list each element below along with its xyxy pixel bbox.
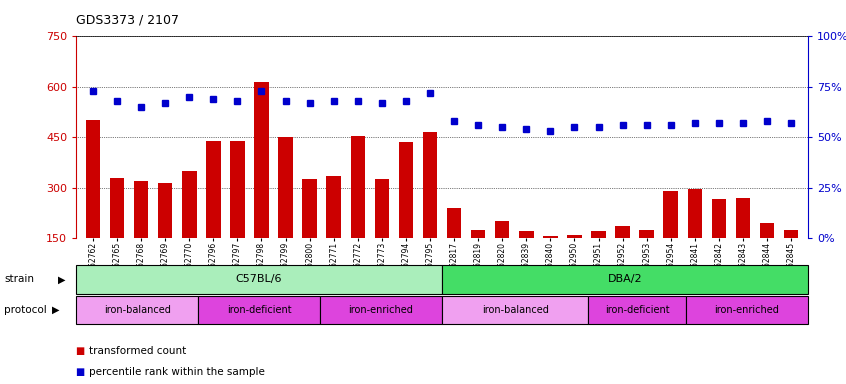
Text: strain: strain (4, 274, 34, 285)
Text: iron-enriched: iron-enriched (349, 305, 414, 315)
Bar (255, 82, 269, 238)
Bar (688, 189, 702, 238)
Text: DBA/2: DBA/2 (607, 274, 642, 285)
Bar (76, 296, 198, 324)
Bar (230, 141, 244, 238)
Bar (760, 223, 774, 238)
Text: iron-enriched: iron-enriched (715, 305, 779, 315)
Text: iron-balanced: iron-balanced (104, 305, 171, 315)
Bar (76, 265, 442, 294)
Text: iron-deficient: iron-deficient (227, 305, 291, 315)
Text: percentile rank within the sample: percentile rank within the sample (89, 367, 265, 377)
Bar (350, 136, 365, 238)
Bar (320, 296, 442, 324)
Bar (591, 231, 606, 238)
Bar (182, 171, 196, 238)
Text: ■: ■ (76, 367, 89, 377)
Text: C57BL/6: C57BL/6 (236, 274, 283, 285)
Bar (686, 296, 808, 324)
Text: ▶: ▶ (52, 305, 60, 315)
Bar (442, 265, 808, 294)
Bar (495, 221, 509, 238)
Bar (302, 179, 317, 238)
Text: ▶: ▶ (58, 274, 65, 285)
Bar (158, 183, 173, 238)
Bar (110, 177, 124, 238)
Text: iron-balanced: iron-balanced (481, 305, 549, 315)
Bar (206, 141, 221, 238)
Bar (198, 296, 320, 324)
Text: ■: ■ (76, 346, 89, 356)
Bar (567, 235, 582, 238)
Bar (447, 208, 461, 238)
Text: GDS3373 / 2107: GDS3373 / 2107 (76, 13, 179, 26)
Bar (398, 142, 413, 238)
Bar (375, 179, 389, 238)
Text: protocol: protocol (4, 305, 47, 315)
Bar (278, 137, 293, 238)
Bar (327, 176, 341, 238)
Bar (711, 199, 726, 238)
Bar (663, 191, 678, 238)
Bar (471, 230, 486, 238)
Bar (615, 226, 629, 238)
Bar (736, 198, 750, 238)
Bar (134, 181, 148, 238)
Text: transformed count: transformed count (89, 346, 186, 356)
Bar (423, 132, 437, 238)
Bar (640, 230, 654, 238)
Bar (588, 296, 686, 324)
Bar (543, 237, 558, 238)
Bar (442, 296, 588, 324)
Bar (85, 121, 100, 238)
Text: iron-deficient: iron-deficient (605, 305, 669, 315)
Bar (784, 230, 799, 238)
Bar (519, 231, 534, 238)
